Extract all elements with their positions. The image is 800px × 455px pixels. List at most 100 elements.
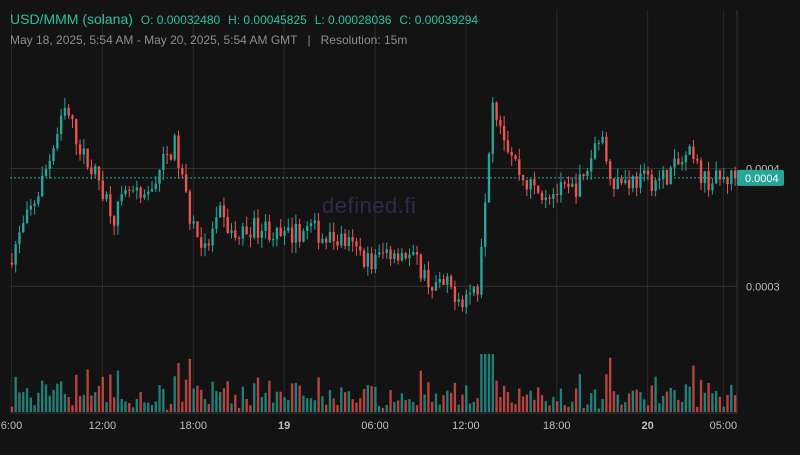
volume-bar	[465, 385, 468, 412]
candle-body	[396, 253, 400, 261]
volume-bar	[605, 374, 608, 412]
volume-bar	[44, 384, 48, 412]
watermark-logo: defined.fi	[322, 193, 417, 218]
candle-body	[525, 180, 529, 190]
volume-bar	[177, 362, 180, 412]
candle-body	[442, 279, 445, 285]
volume-bar	[563, 405, 566, 412]
volume-bar	[404, 400, 407, 412]
candle-body	[468, 293, 472, 295]
volume-bar	[340, 387, 343, 412]
volume-bar	[718, 396, 722, 412]
volume-bar	[321, 396, 324, 412]
volume-bar	[722, 406, 725, 412]
candle-body	[404, 253, 407, 259]
candle-body	[502, 125, 506, 141]
volume-bar	[97, 385, 101, 412]
candle-body	[192, 221, 195, 224]
volume-bar	[222, 388, 226, 412]
volume-bar	[385, 404, 388, 412]
candle-body	[635, 176, 638, 188]
candle-body	[131, 190, 135, 192]
last-price-tag	[737, 169, 784, 186]
candle-body	[128, 189, 131, 191]
candle-body	[552, 194, 555, 199]
volume-bar	[241, 386, 245, 412]
volume-bar	[78, 396, 82, 412]
volume-bar	[260, 396, 263, 412]
volume-bar	[211, 381, 214, 412]
candle-body	[476, 286, 479, 295]
volume-bar	[306, 398, 309, 412]
candle-body	[555, 194, 559, 196]
volume-bar	[578, 374, 582, 412]
candle-body	[253, 217, 256, 238]
candle-body	[419, 254, 423, 279]
volume-bar	[499, 396, 502, 412]
volume-bar	[203, 399, 207, 412]
candle-body	[109, 194, 112, 217]
volume-bar	[245, 398, 248, 412]
volume-bar	[680, 402, 684, 412]
volume-bar	[533, 399, 536, 412]
volume-bar	[207, 403, 210, 412]
open-value: O: 0.00032480	[140, 13, 221, 27]
candle-body	[332, 232, 335, 242]
candle-body	[268, 221, 271, 241]
candle-body	[63, 107, 67, 116]
candle-body	[150, 189, 154, 192]
candle-body	[162, 153, 165, 170]
candle-body	[313, 220, 316, 224]
candle-body	[684, 154, 688, 163]
x-tick-label: 18:00	[543, 420, 571, 432]
volume-bar	[234, 394, 237, 412]
volume-bar	[449, 392, 453, 412]
volume-bar	[506, 392, 510, 412]
volume-bar	[518, 388, 521, 412]
candle-body	[620, 178, 623, 184]
candle-body	[491, 102, 494, 154]
candle-body	[673, 158, 676, 168]
candle-body	[627, 180, 631, 189]
candle-body	[298, 223, 301, 242]
volume-bar	[688, 386, 691, 412]
candle-body	[362, 250, 366, 267]
candle-body	[260, 231, 263, 238]
candle-body	[82, 148, 86, 155]
candle-body	[495, 102, 498, 120]
resolution-label: Resolution: 15m	[320, 33, 408, 47]
candle-body	[366, 253, 369, 267]
volume-bar	[253, 383, 256, 412]
candle-body	[48, 160, 51, 169]
candle-body	[715, 170, 718, 184]
volume-bar	[158, 385, 161, 412]
candle-body	[33, 203, 36, 206]
candle-body	[294, 223, 298, 243]
candle-body	[22, 223, 25, 233]
volume-bar	[544, 401, 547, 412]
candle-body	[586, 171, 589, 177]
candle-body	[336, 241, 339, 246]
candle-body	[578, 174, 582, 197]
volume-bar	[52, 389, 55, 412]
volume-bar	[147, 402, 150, 412]
volume-bar	[597, 408, 600, 412]
volume-bar	[423, 394, 426, 412]
candle-body	[669, 167, 672, 185]
y-tick-label: 0.0003	[746, 281, 780, 293]
volume-bar	[434, 393, 438, 412]
x-tick-label: 12:00	[89, 420, 117, 432]
candle-body	[726, 177, 729, 185]
volume-bar	[480, 354, 483, 412]
volume-bar	[139, 391, 142, 412]
volume-bar	[419, 370, 423, 412]
candle-body	[271, 239, 275, 241]
volume-bar	[283, 397, 286, 412]
candle-body	[86, 148, 89, 168]
volume-bar	[684, 384, 688, 412]
candle-body	[730, 170, 733, 185]
volume-bar	[101, 376, 104, 412]
candle-body	[135, 187, 139, 191]
